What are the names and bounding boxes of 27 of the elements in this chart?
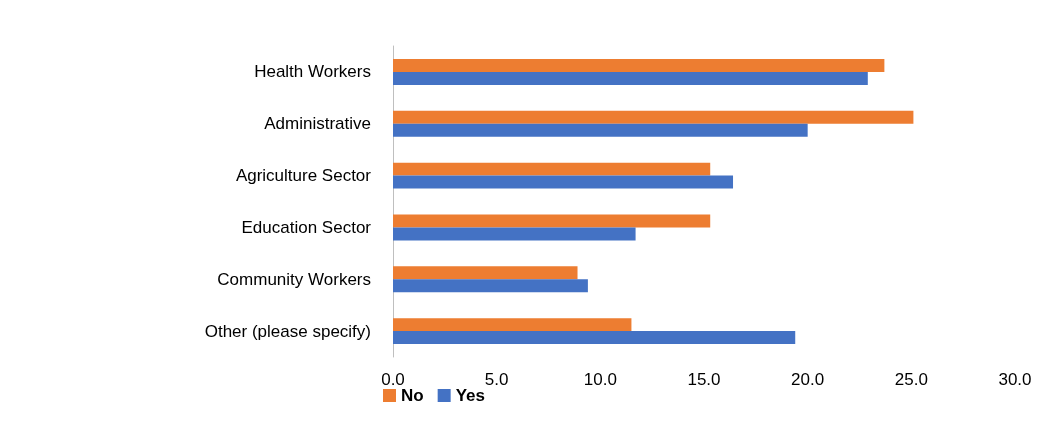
y-tick-label: Agriculture Sector — [235, 166, 372, 186]
legend-label: Yes — [455, 386, 485, 405]
x-tick-label: 15.0 — [687, 370, 721, 389]
bar — [393, 71, 868, 85]
bar — [393, 227, 636, 241]
x-tick-label: 30.0 — [998, 370, 1032, 389]
x-tick-label: 25.0 — [894, 370, 928, 389]
x-tick-label: 0.0 — [381, 370, 405, 389]
y-tick-label: Administrative — [264, 114, 371, 134]
bar — [393, 162, 711, 176]
bar — [393, 266, 578, 280]
bar — [393, 110, 914, 124]
bar — [393, 318, 632, 332]
x-tick-label: 20.0 — [791, 370, 825, 389]
bar — [393, 214, 711, 228]
y-tick-label: Other (please specify) — [204, 321, 371, 341]
y-tick-label: Health Workers — [254, 62, 371, 82]
bar — [393, 331, 796, 345]
x-tick-label: 5.0 — [484, 370, 509, 389]
x-tick-label: 10.0 — [583, 370, 617, 389]
bar — [393, 123, 808, 137]
legend-label: No — [401, 386, 424, 405]
y-tick-label: Education Sector — [241, 217, 372, 237]
bar — [393, 58, 885, 72]
y-tick-label: Community Workers — [217, 269, 371, 289]
bar — [393, 175, 734, 189]
bar — [393, 279, 588, 293]
